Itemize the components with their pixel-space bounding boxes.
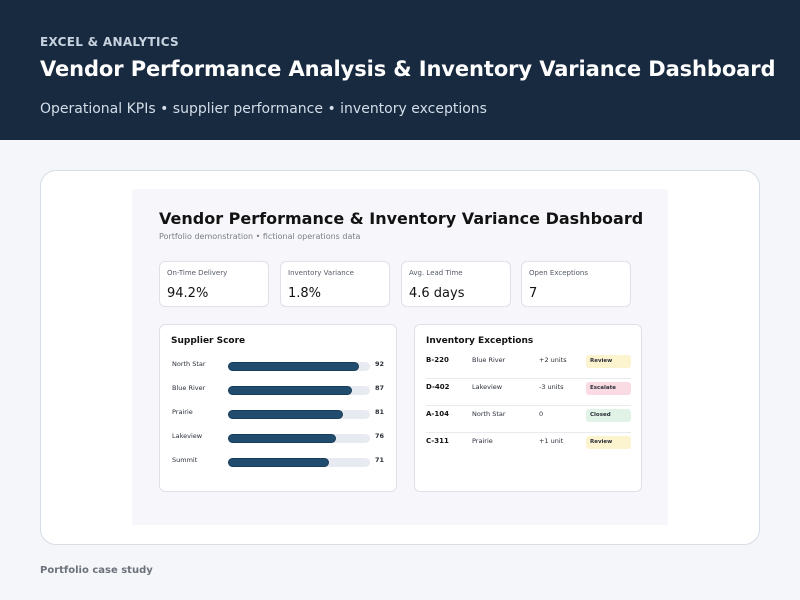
supplier-score-value: 76 (375, 432, 385, 440)
supplier-row: North Star 92 (160, 358, 397, 372)
exception-row: D-402 Lakeview -3 units Escalate (426, 379, 631, 406)
supplier-row: Prairie 81 (160, 406, 397, 420)
hero-header: EXCEL & ANALYTICS Vendor Performance Ana… (0, 0, 800, 140)
supplier-name: Summit (172, 456, 198, 464)
category-eyebrow: EXCEL & ANALYTICS (40, 35, 179, 49)
score-bar (228, 386, 352, 395)
score-bar (228, 434, 336, 443)
status-badge: Review (586, 436, 631, 449)
exception-location: North Star (472, 410, 506, 418)
supplier-name: Prairie (172, 408, 193, 416)
exception-id: A-104 (426, 410, 449, 418)
score-bar (228, 362, 359, 371)
kpi-value: 4.6 days (409, 286, 465, 301)
kpi-card-on-time-delivery: On-Time Delivery 94.2% (159, 261, 269, 307)
kpi-label: Open Exceptions (529, 269, 589, 277)
supplier-score-title: Supplier Score (171, 336, 246, 346)
score-bar (228, 458, 329, 467)
exception-id: C-311 (426, 437, 449, 445)
inventory-exceptions-panel: Inventory Exceptions B-220 Blue River +2… (414, 324, 642, 492)
kpi-card-open-exceptions: Open Exceptions 7 (521, 261, 631, 307)
score-bar-track (228, 458, 370, 467)
score-bar-track (228, 434, 370, 443)
supplier-score-value: 92 (375, 360, 385, 368)
footer-caption: Portfolio case study (40, 565, 153, 576)
supplier-score-value: 71 (375, 456, 385, 464)
supplier-score-panel: Supplier Score North Star 92 Blue River … (159, 324, 397, 492)
supplier-row: Lakeview 76 (160, 430, 397, 444)
supplier-row: Summit 71 (160, 454, 397, 468)
exception-units: +2 units (539, 356, 567, 364)
kpi-label: Avg. Lead Time (409, 269, 463, 277)
dashboard-title: Vendor Performance & Inventory Variance … (159, 209, 644, 228)
kpi-label: On-Time Delivery (167, 269, 228, 277)
supplier-name: Lakeview (172, 432, 203, 440)
exception-row: B-220 Blue River +2 units Review (426, 352, 631, 379)
score-bar-track (228, 386, 370, 395)
page-subtitle: Operational KPIs • supplier performance … (40, 101, 487, 117)
exception-id: B-220 (426, 356, 449, 364)
score-bar-track (228, 410, 370, 419)
supplier-name: North Star (172, 360, 206, 368)
status-badge: Review (586, 355, 631, 368)
score-bar (228, 410, 343, 419)
kpi-value: 1.8% (288, 286, 322, 301)
exception-location: Blue River (472, 356, 506, 364)
exception-row: A-104 North Star 0 Closed (426, 406, 631, 433)
exception-row: C-311 Prairie +1 unit Review (426, 433, 631, 460)
kpi-card-avg-lead-time: Avg. Lead Time 4.6 days (401, 261, 511, 307)
exception-id: D-402 (426, 383, 450, 391)
exception-location: Prairie (472, 437, 493, 445)
supplier-name: Blue River (172, 384, 206, 392)
kpi-value: 94.2% (167, 286, 209, 301)
kpi-card-inventory-variance: Inventory Variance 1.8% (280, 261, 390, 307)
exception-units: +1 unit (539, 437, 564, 445)
score-bar-track (228, 362, 370, 371)
dashboard-preview: Vendor Performance & Inventory Variance … (132, 189, 668, 525)
exception-units: 0 (539, 410, 544, 418)
status-badge: Closed (586, 409, 631, 422)
inventory-exceptions-title: Inventory Exceptions (426, 336, 534, 346)
exception-units: -3 units (539, 383, 564, 391)
page-title: Vendor Performance Analysis & Inventory … (40, 57, 776, 81)
status-badge: Escalate (586, 382, 631, 395)
exception-location: Lakeview (472, 383, 503, 391)
supplier-row: Blue River 87 (160, 382, 397, 396)
dashboard-subtitle: Portfolio demonstration • fictional oper… (159, 232, 361, 241)
supplier-score-value: 87 (375, 384, 385, 392)
kpi-value: 7 (529, 286, 538, 301)
supplier-score-value: 81 (375, 408, 385, 416)
kpi-label: Inventory Variance (288, 269, 354, 277)
